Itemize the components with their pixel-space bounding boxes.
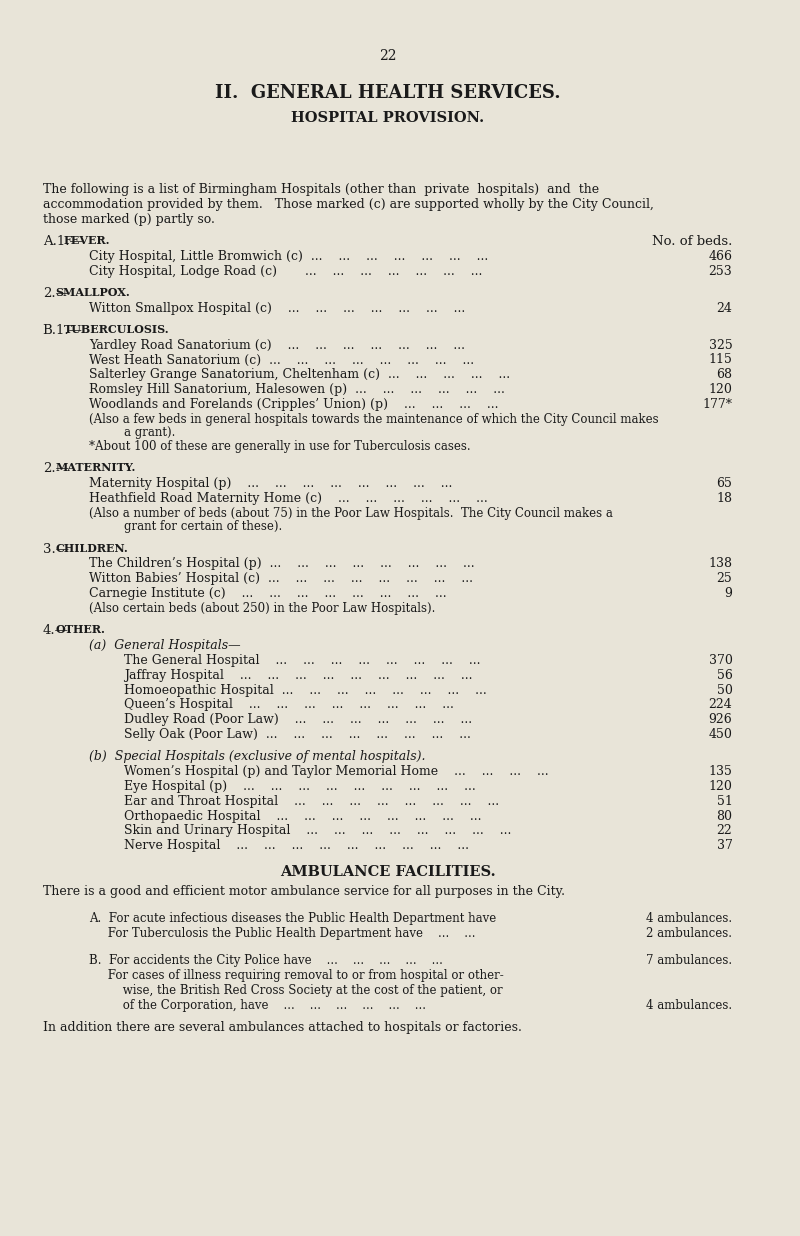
Text: Witton Smallpox Hospital (c)    ...    ...    ...    ...    ...    ...    ...: Witton Smallpox Hospital (c) ... ... ...… xyxy=(89,302,466,315)
Text: 253: 253 xyxy=(709,265,732,278)
Text: 177*: 177* xyxy=(702,398,732,412)
Text: grant for certain of these).: grant for certain of these). xyxy=(124,520,282,534)
Text: FEVER.: FEVER. xyxy=(64,235,110,246)
Text: 4.—: 4.— xyxy=(42,624,69,638)
Text: A.  For acute infectious diseases the Public Health Department have: A. For acute infectious diseases the Pub… xyxy=(89,912,496,926)
Text: HOSPITAL PROVISION.: HOSPITAL PROVISION. xyxy=(291,111,484,125)
Text: 7 ambulances.: 7 ambulances. xyxy=(646,954,732,968)
Text: 3.—: 3.— xyxy=(42,543,69,556)
Text: 926: 926 xyxy=(709,713,732,727)
Text: Homoeopathic Hospital  ...    ...    ...    ...    ...    ...    ...    ...: Homoeopathic Hospital ... ... ... ... ..… xyxy=(124,684,486,697)
Text: 4 ambulances.: 4 ambulances. xyxy=(646,912,732,926)
Text: 450: 450 xyxy=(709,728,732,742)
Text: 24: 24 xyxy=(717,302,732,315)
Text: For cases of illness requiring removal to or from hospital or other-: For cases of illness requiring removal t… xyxy=(89,969,504,983)
Text: 2 ambulances.: 2 ambulances. xyxy=(646,927,732,941)
Text: (a)  General Hospitals—: (a) General Hospitals— xyxy=(89,639,241,653)
Text: In addition there are several ambulances attached to hospitals or factories.: In addition there are several ambulances… xyxy=(42,1021,522,1035)
Text: 135: 135 xyxy=(709,765,732,779)
Text: No. of beds.: No. of beds. xyxy=(652,235,732,248)
Text: There is a good and efficient motor ambulance service for all purposes in the Ci: There is a good and efficient motor ambu… xyxy=(42,885,565,899)
Text: 37: 37 xyxy=(717,839,732,853)
Text: Selly Oak (Poor Law)  ...    ...    ...    ...    ...    ...    ...    ...: Selly Oak (Poor Law) ... ... ... ... ...… xyxy=(124,728,471,742)
Text: 120: 120 xyxy=(709,383,732,397)
Text: Eye Hospital (p)    ...    ...    ...    ...    ...    ...    ...    ...    ...: Eye Hospital (p) ... ... ... ... ... ...… xyxy=(124,780,476,794)
Text: The Children’s Hospital (p)  ...    ...    ...    ...    ...    ...    ...    ..: The Children’s Hospital (p) ... ... ... … xyxy=(89,557,474,571)
Text: 68: 68 xyxy=(716,368,732,382)
Text: Women’s Hospital (p) and Taylor Memorial Home    ...    ...    ...    ...: Women’s Hospital (p) and Taylor Memorial… xyxy=(124,765,549,779)
Text: 224: 224 xyxy=(709,698,732,712)
Text: TUBERCULOSIS.: TUBERCULOSIS. xyxy=(64,324,170,335)
Text: Dudley Road (Poor Law)    ...    ...    ...    ...    ...    ...    ...: Dudley Road (Poor Law) ... ... ... ... .… xyxy=(124,713,472,727)
Text: AMBULANCE FACILITIES.: AMBULANCE FACILITIES. xyxy=(280,865,495,879)
Text: 370: 370 xyxy=(709,654,732,667)
Text: (Also a few beds in general hospitals towards the maintenance of which the City : (Also a few beds in general hospitals to… xyxy=(89,413,658,426)
Text: 120: 120 xyxy=(709,780,732,794)
Text: 50: 50 xyxy=(717,684,732,697)
Text: Woodlands and Forelands (Cripples’ Union) (p)    ...    ...    ...    ...: Woodlands and Forelands (Cripples’ Union… xyxy=(89,398,498,412)
Text: Queen’s Hospital    ...    ...    ...    ...    ...    ...    ...    ...: Queen’s Hospital ... ... ... ... ... ...… xyxy=(124,698,454,712)
Text: 325: 325 xyxy=(709,339,732,352)
Text: Carnegie Institute (c)    ...    ...    ...    ...    ...    ...    ...    ...: Carnegie Institute (c) ... ... ... ... .… xyxy=(89,587,446,601)
Text: Heathfield Road Maternity Home (c)    ...    ...    ...    ...    ...    ...: Heathfield Road Maternity Home (c) ... .… xyxy=(89,492,488,506)
Text: accommodation provided by them.   Those marked (c) are supported wholly by the C: accommodation provided by them. Those ma… xyxy=(42,198,654,211)
Text: II.  GENERAL HEALTH SERVICES.: II. GENERAL HEALTH SERVICES. xyxy=(214,84,560,103)
Text: CHILDREN.: CHILDREN. xyxy=(55,543,128,554)
Text: 2.—: 2.— xyxy=(42,462,69,476)
Text: Skin and Urinary Hospital    ...    ...    ...    ...    ...    ...    ...    ..: Skin and Urinary Hospital ... ... ... ..… xyxy=(124,824,511,838)
Text: MATERNITY.: MATERNITY. xyxy=(55,462,136,473)
Text: Jaffray Hospital    ...    ...    ...    ...    ...    ...    ...    ...    ...: Jaffray Hospital ... ... ... ... ... ...… xyxy=(124,669,473,682)
Text: West Heath Sanatorium (c)  ...    ...    ...    ...    ...    ...    ...    ...: West Heath Sanatorium (c) ... ... ... ..… xyxy=(89,353,474,367)
Text: The General Hospital    ...    ...    ...    ...    ...    ...    ...    ...: The General Hospital ... ... ... ... ...… xyxy=(124,654,481,667)
Text: 115: 115 xyxy=(709,353,732,367)
Text: Romsley Hill Sanatorium, Halesowen (p)  ...    ...    ...    ...    ...    ...: Romsley Hill Sanatorium, Halesowen (p) .… xyxy=(89,383,505,397)
Text: those marked (p) partly so.: those marked (p) partly so. xyxy=(42,213,214,226)
Text: *About 100 of these are generally in use for Tuberculosis cases.: *About 100 of these are generally in use… xyxy=(89,440,470,454)
Text: 80: 80 xyxy=(716,810,732,823)
Text: 51: 51 xyxy=(717,795,732,808)
Text: Witton Babies’ Hospital (c)  ...    ...    ...    ...    ...    ...    ...    ..: Witton Babies’ Hospital (c) ... ... ... … xyxy=(89,572,473,586)
Text: Maternity Hospital (p)    ...    ...    ...    ...    ...    ...    ...    ...: Maternity Hospital (p) ... ... ... ... .… xyxy=(89,477,453,491)
Text: For Tuberculosis the Public Health Department have    ...    ...: For Tuberculosis the Public Health Depar… xyxy=(89,927,476,941)
Text: 18: 18 xyxy=(716,492,732,506)
Text: Yardley Road Sanatorium (c)    ...    ...    ...    ...    ...    ...    ...: Yardley Road Sanatorium (c) ... ... ... … xyxy=(89,339,465,352)
Text: B.  For accidents the City Police have    ...    ...    ...    ...    ...: B. For accidents the City Police have ..… xyxy=(89,954,443,968)
Text: 65: 65 xyxy=(717,477,732,491)
Text: 25: 25 xyxy=(717,572,732,586)
Text: 22: 22 xyxy=(717,824,732,838)
Text: Salterley Grange Sanatorium, Cheltenham (c)  ...    ...    ...    ...    ...: Salterley Grange Sanatorium, Cheltenham … xyxy=(89,368,510,382)
Text: 138: 138 xyxy=(708,557,732,571)
Text: SMALLPOX.: SMALLPOX. xyxy=(55,287,130,298)
Text: City Hospital, Little Bromwich (c)  ...    ...    ...    ...    ...    ...    ..: City Hospital, Little Bromwich (c) ... .… xyxy=(89,250,488,263)
Text: (b)  Special Hospitals (exclusive of mental hospitals).: (b) Special Hospitals (exclusive of ment… xyxy=(89,750,426,764)
Text: Orthopaedic Hospital    ...    ...    ...    ...    ...    ...    ...    ...: Orthopaedic Hospital ... ... ... ... ...… xyxy=(124,810,482,823)
Text: 22: 22 xyxy=(378,49,396,63)
Text: 9: 9 xyxy=(725,587,732,601)
Text: 56: 56 xyxy=(717,669,732,682)
Text: OTHER.: OTHER. xyxy=(55,624,106,635)
Text: B.1.—: B.1.— xyxy=(42,324,82,337)
Text: (Also certain beds (about 250) in the Poor Law Hospitals).: (Also certain beds (about 250) in the Po… xyxy=(89,602,435,616)
Text: A.1.—: A.1.— xyxy=(42,235,82,248)
Text: Nerve Hospital    ...    ...    ...    ...    ...    ...    ...    ...    ...: Nerve Hospital ... ... ... ... ... ... .… xyxy=(124,839,469,853)
Text: wise, the British Red Cross Society at the cost of the patient, or: wise, the British Red Cross Society at t… xyxy=(89,984,502,997)
Text: a grant).: a grant). xyxy=(124,426,175,440)
Text: 2.—: 2.— xyxy=(42,287,69,300)
Text: City Hospital, Lodge Road (c)       ...    ...    ...    ...    ...    ...    ..: City Hospital, Lodge Road (c) ... ... ..… xyxy=(89,265,482,278)
Text: of the Corporation, have    ...    ...    ...    ...    ...    ...: of the Corporation, have ... ... ... ...… xyxy=(89,999,426,1012)
Text: Ear and Throat Hospital    ...    ...    ...    ...    ...    ...    ...    ...: Ear and Throat Hospital ... ... ... ... … xyxy=(124,795,499,808)
Text: 4 ambulances.: 4 ambulances. xyxy=(646,999,732,1012)
Text: (Also a number of beds (about 75) in the Poor Law Hospitals.  The City Council m: (Also a number of beds (about 75) in the… xyxy=(89,507,613,520)
Text: 466: 466 xyxy=(708,250,732,263)
Text: The following is a list of Birmingham Hospitals (other than  private  hospitals): The following is a list of Birmingham Ho… xyxy=(42,183,598,197)
